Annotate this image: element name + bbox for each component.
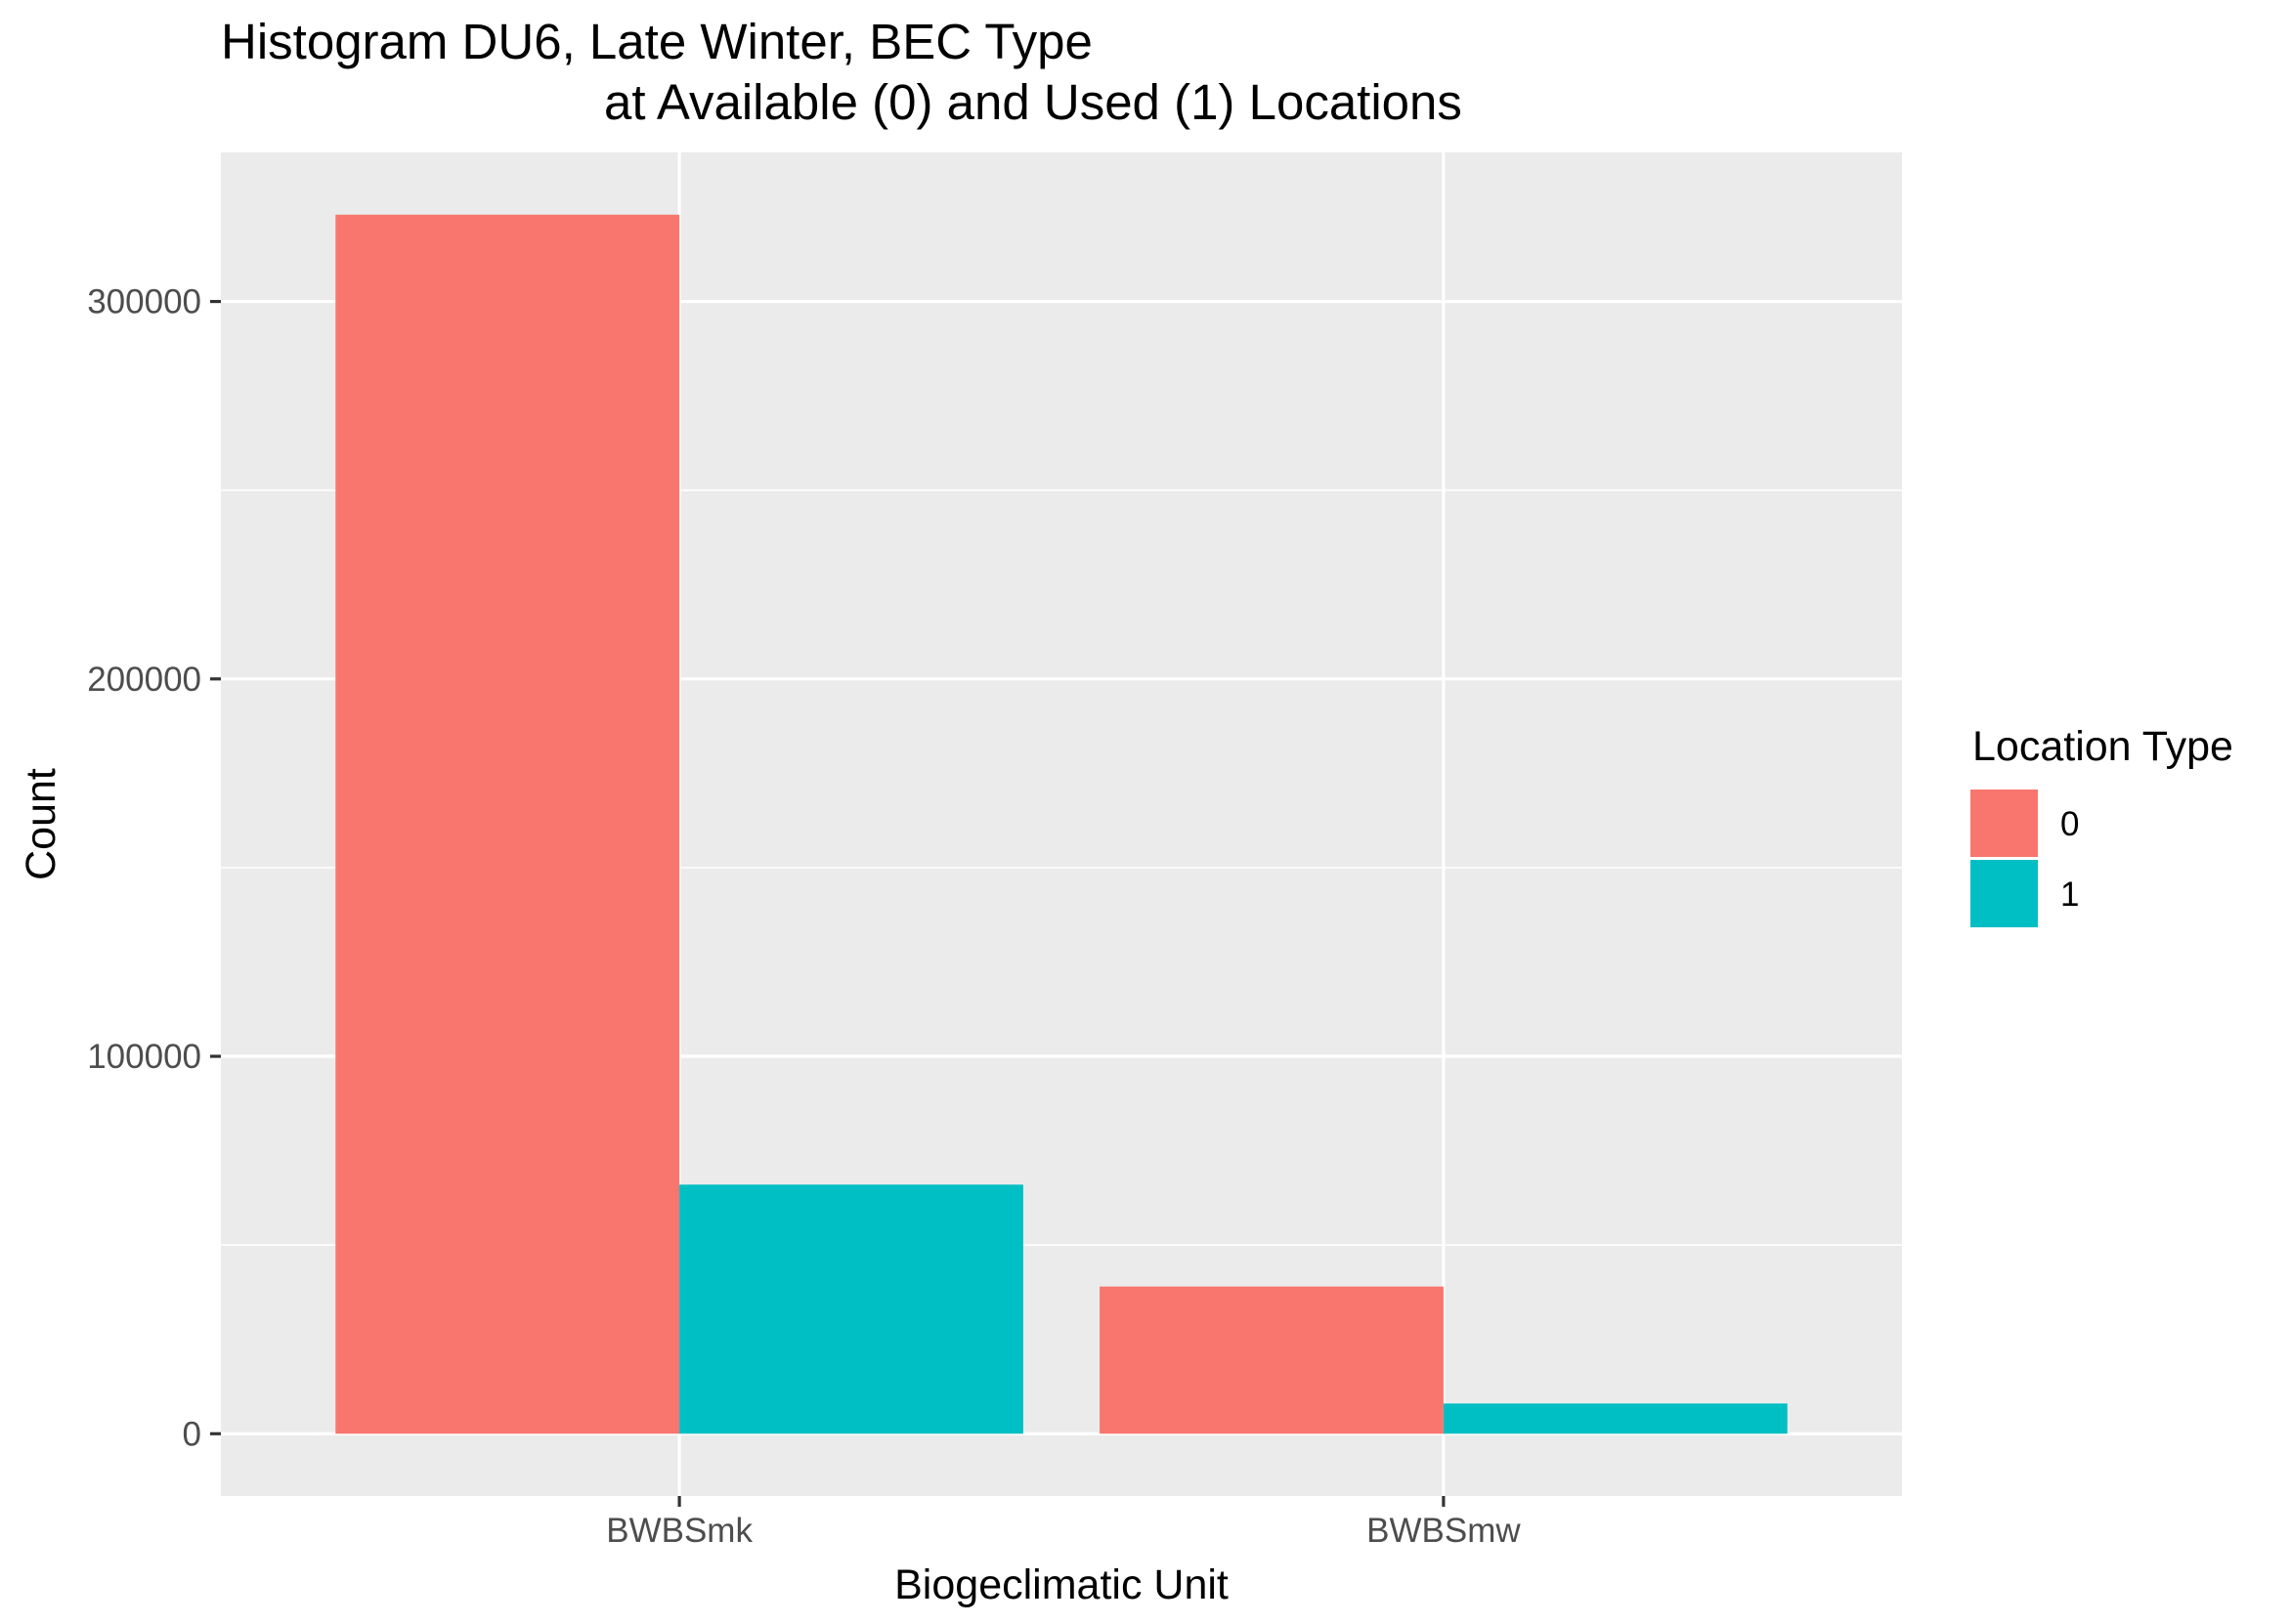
- legend-key-1: [1970, 860, 2038, 927]
- y-tick-label: 0: [183, 1415, 201, 1453]
- y-tick-label: 100000: [87, 1038, 201, 1076]
- bar-BWBSmk-series-1: [679, 1184, 1023, 1434]
- x-tick-label: BWBSmw: [1366, 1512, 1521, 1550]
- chart-title-line1: Histogram DU6, Late Winter, BEC Type: [221, 14, 1093, 69]
- y-axis: 0 100000 200000 300000: [87, 283, 221, 1453]
- x-tick-label: BWBSmk: [606, 1512, 753, 1550]
- y-tick-label: 300000: [87, 283, 201, 321]
- bar-BWBSmk-series-0: [335, 214, 680, 1434]
- x-axis-title: Biogeclimatic Unit: [894, 1561, 1229, 1608]
- legend: Location Type 01: [1970, 723, 2233, 927]
- legend-key-0: [1970, 790, 2038, 857]
- bar-BWBSmw-series-1: [1443, 1403, 1788, 1434]
- bars: [335, 214, 1788, 1434]
- legend-title: Location Type: [1972, 723, 2233, 770]
- legend-items: 01: [1970, 790, 2079, 927]
- legend-label: 1: [2060, 876, 2079, 914]
- chart-title: Histogram DU6, Late Winter, BEC Type at …: [221, 14, 1462, 130]
- y-tick-label: 200000: [87, 661, 201, 699]
- legend-label: 0: [2060, 805, 2079, 843]
- x-axis: BWBSmk BWBSmw: [606, 1496, 1521, 1550]
- chart-title-line2: at Available (0) and Used (1) Locations: [604, 74, 1462, 130]
- y-axis-title: Count: [18, 768, 65, 880]
- bar-BWBSmw-series-0: [1100, 1286, 1444, 1434]
